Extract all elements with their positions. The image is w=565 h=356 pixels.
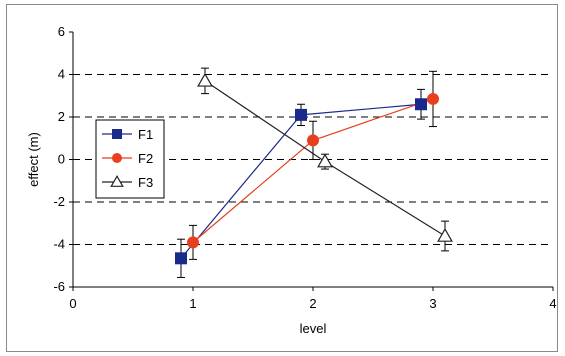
legend-marker-f2 xyxy=(112,153,122,163)
y-axis-title: effect (m) xyxy=(26,132,41,187)
x-tick-label: 1 xyxy=(189,296,196,311)
x-tick-label: 4 xyxy=(549,296,556,311)
legend-label: F3 xyxy=(138,175,153,190)
y-tick-label: -4 xyxy=(53,237,65,252)
series-line-f2 xyxy=(192,98,434,243)
y-tick-label: 2 xyxy=(58,109,65,124)
data-point-f2 xyxy=(187,236,199,249)
data-point-f1 xyxy=(295,108,307,121)
data-point-f2 xyxy=(307,134,319,147)
legend-marker-f1 xyxy=(112,129,122,139)
legend-box xyxy=(95,119,165,199)
x-tick-label: 0 xyxy=(69,296,76,311)
y-tick-label: 0 xyxy=(58,152,65,167)
data-point-f1 xyxy=(175,252,187,265)
y-tick-label: 6 xyxy=(58,24,65,39)
y-tick-label: 4 xyxy=(58,67,65,82)
data-point-f3 xyxy=(197,72,213,87)
legend-label: F2 xyxy=(138,151,153,166)
y-tick-label: -6 xyxy=(53,279,65,294)
legend-marker-f3 xyxy=(110,175,124,187)
x-tick-label: 2 xyxy=(309,296,316,311)
data-point-f2 xyxy=(427,92,439,105)
data-point-f3 xyxy=(317,153,333,168)
x-axis-title: level xyxy=(300,321,327,336)
data-point-f3 xyxy=(437,227,453,242)
x-tick-label: 3 xyxy=(429,296,436,311)
data-point-f1 xyxy=(415,98,427,111)
y-tick-label: -2 xyxy=(53,194,65,209)
series-line-f1 xyxy=(180,103,422,259)
legend-label: F1 xyxy=(138,127,153,142)
